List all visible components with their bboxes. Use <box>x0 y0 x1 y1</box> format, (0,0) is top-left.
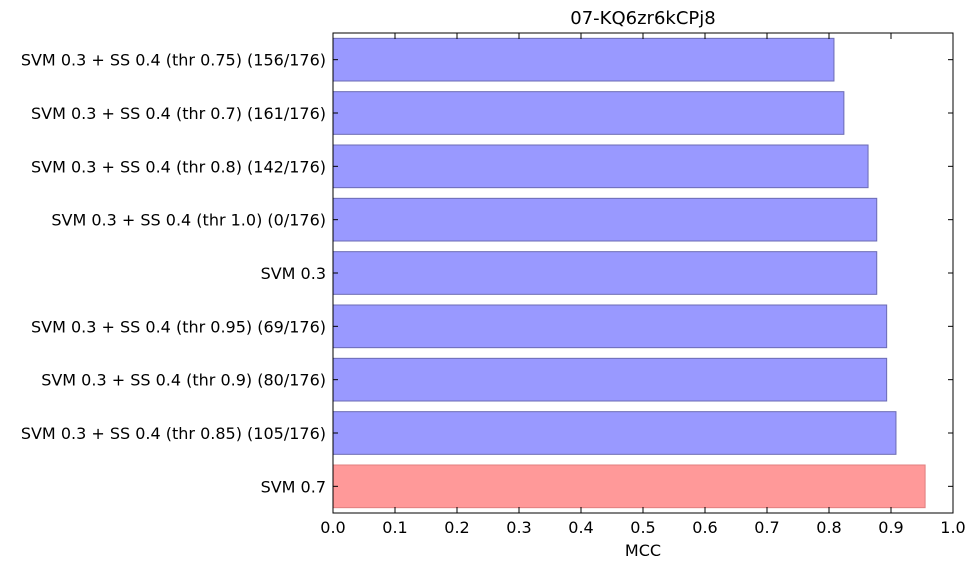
y-tick-label: SVM 0.3 + SS 0.4 (thr 0.85) (105/176) <box>21 424 326 443</box>
bar-5 <box>332 304 888 349</box>
x-tick-label: 0.8 <box>816 518 841 537</box>
y-tick-label: SVM 0.3 + SS 0.4 (thr 0.7) (161/176) <box>31 104 326 123</box>
x-tick-label: 0.2 <box>444 518 469 537</box>
bar-8 <box>332 464 926 509</box>
y-tick-label: SVM 0.3 <box>261 264 326 283</box>
x-tick-label: 0.4 <box>568 518 593 537</box>
y-tick-label: SVM 0.3 + SS 0.4 (thr 0.8) (142/176) <box>31 157 326 176</box>
bar-3 <box>332 197 878 242</box>
bar-1 <box>332 91 845 135</box>
x-tick-label: 0.1 <box>382 518 407 537</box>
bar-7 <box>332 411 897 455</box>
x-tick-label: 1.0 <box>940 518 965 537</box>
x-tick-label: 0.5 <box>630 518 655 537</box>
x-tick-label: 0.6 <box>692 518 717 537</box>
y-tick-label: SVM 0.3 + SS 0.4 (thr 0.75) (156/176) <box>21 51 326 70</box>
y-tick-label: SVM 0.3 + SS 0.4 (thr 0.95) (69/176) <box>31 317 326 336</box>
bar-2 <box>332 144 869 189</box>
x-tick-label: 0.3 <box>506 518 531 537</box>
chart-title: 07-KQ6zr6kCPj8 <box>570 8 715 29</box>
x-axis-label: MCC <box>625 541 661 560</box>
x-tick-label: 0.0 <box>320 518 345 537</box>
bar-6 <box>332 357 888 402</box>
bars-group <box>332 37 926 509</box>
x-ticks: 0.0 0.1 0.2 0.3 0.4 0.5 0.6 0.7 0.8 0.9 1.0 <box>320 33 966 537</box>
y-tick-label: SVM 0.7 <box>261 477 326 496</box>
y-tick-label: SVM 0.3 + SS 0.4 (thr 0.9) (80/176) <box>41 371 326 390</box>
y-tick-labels: SVM 0.3 + SS 0.4 (thr 0.75) (156/176) SVM… <box>21 51 953 496</box>
plot-frame <box>332 32 954 514</box>
y-tick-label: SVM 0.3 + SS 0.4 (thr 1.0) (0/176) <box>51 211 326 230</box>
bar-4 <box>332 251 878 295</box>
bar-0 <box>332 37 835 82</box>
x-tick-label: 0.7 <box>754 518 779 537</box>
x-tick-label: 0.9 <box>878 518 903 537</box>
